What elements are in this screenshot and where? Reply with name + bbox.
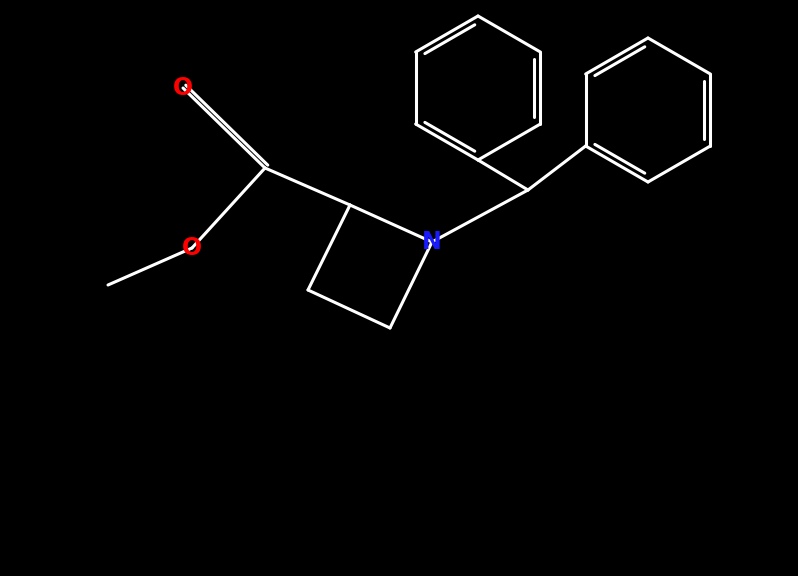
- Text: O: O: [182, 236, 202, 260]
- Text: N: N: [422, 230, 442, 254]
- Text: O: O: [173, 76, 193, 100]
